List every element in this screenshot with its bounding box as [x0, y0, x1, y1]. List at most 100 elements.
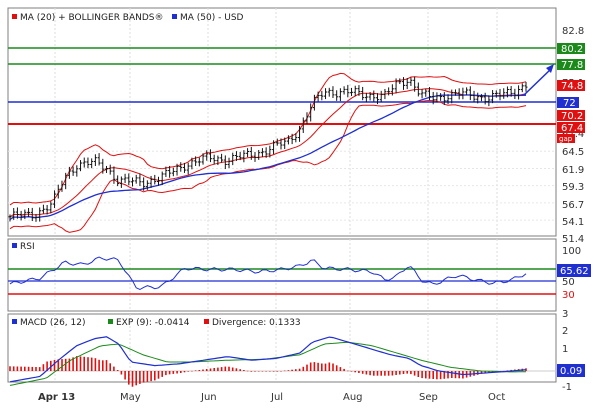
- price-bar: [364, 92, 368, 103]
- price-bar: [34, 214, 38, 222]
- divergence-bar: [139, 371, 141, 384]
- price-bar: [194, 156, 198, 166]
- level-tag-80-2: [557, 43, 585, 54]
- divergence-bar: [172, 371, 175, 374]
- divergence-bar: [209, 368, 212, 371]
- price-bar: [201, 153, 205, 165]
- price-bar: [131, 177, 135, 187]
- divergence-bar: [399, 371, 401, 375]
- divergence-bar: [391, 371, 394, 376]
- divergence-bar: [287, 370, 290, 371]
- price-bar: [513, 88, 517, 100]
- divergence-bar: [168, 371, 171, 375]
- price-bar: [168, 165, 172, 178]
- price-bar: [442, 92, 446, 105]
- price-tick-label: 51.4: [562, 234, 584, 245]
- divergence-bar: [94, 358, 97, 371]
- price-bar: [416, 82, 420, 97]
- price-bar: [290, 133, 294, 145]
- divergence-bar: [406, 371, 408, 374]
- divergence-bar: [31, 366, 34, 371]
- divergence-bar: [525, 368, 527, 371]
- price-bar: [376, 93, 380, 105]
- divergence-bar: [105, 360, 108, 371]
- macd-legend-swatch: [12, 319, 17, 324]
- price-bar: [182, 162, 186, 173]
- gap-tag-label: gap: [559, 135, 573, 143]
- price-bar: [101, 158, 105, 174]
- divergence-bar: [280, 371, 282, 372]
- divergence-bar: [213, 368, 215, 371]
- divergence-bar: [332, 363, 334, 371]
- divergence-bar: [205, 369, 208, 371]
- price-bar: [175, 163, 179, 176]
- price-bar: [238, 151, 242, 161]
- price-bar: [179, 162, 183, 172]
- divergence-bar: [246, 370, 249, 372]
- divergence-bar: [176, 371, 178, 374]
- price-bar: [197, 157, 201, 167]
- rsi-tick-label: 100: [562, 246, 581, 257]
- rsi-y-axis: 100 50 30 65.62: [557, 246, 591, 301]
- exp-legend-swatch: [108, 319, 113, 324]
- divergence-bar: [458, 371, 460, 379]
- divergence-bar: [180, 371, 182, 373]
- price-bar: [524, 81, 528, 92]
- price-bar: [409, 77, 413, 86]
- price-bar: [301, 117, 305, 133]
- divergence-bar: [161, 371, 163, 377]
- price-bar: [23, 209, 27, 220]
- price-bar: [450, 89, 454, 104]
- divergence-bar: [42, 364, 45, 371]
- divergence-bar: [231, 367, 234, 371]
- price-bar: [517, 85, 521, 100]
- level-tag-74-8-label: 74.8: [561, 81, 583, 92]
- divergence-bar: [257, 371, 260, 372]
- price-bar: [208, 149, 212, 163]
- divergence-bar: [254, 371, 256, 372]
- price-bar: [457, 88, 461, 100]
- divergence-bar: [295, 369, 297, 371]
- divergence-bar: [269, 371, 271, 372]
- divergence-bar: [198, 370, 201, 371]
- price-bar: [431, 91, 435, 105]
- divergence-bar: [235, 368, 238, 371]
- divergence-bar: [202, 369, 204, 371]
- divergence-bar: [16, 366, 19, 371]
- price-bar: [390, 84, 394, 96]
- price-bar: [294, 133, 298, 143]
- macd-legend-label: MACD (26, 12): [20, 318, 86, 328]
- price-bar: [231, 152, 235, 166]
- divergence-bar: [217, 367, 219, 371]
- price-bar: [453, 89, 457, 96]
- price-bar: [476, 92, 480, 104]
- divergence-bar: [402, 371, 405, 374]
- x-label-jul: Jul: [270, 392, 283, 403]
- macd-y-axis: 3 2 1 -1 0.09: [557, 309, 585, 393]
- price-bar: [12, 208, 16, 220]
- divergence-bar: [283, 370, 286, 372]
- price-bar: [149, 175, 153, 188]
- price-bar: [420, 88, 424, 99]
- price-bar: [427, 87, 431, 100]
- divergence-bar: [261, 371, 264, 372]
- trend-arrow: [523, 64, 554, 96]
- divergence-bar: [131, 371, 134, 387]
- price-bar: [138, 173, 142, 187]
- price-bar: [472, 90, 476, 103]
- price-bar: [15, 207, 19, 219]
- divergence-bar: [150, 371, 152, 382]
- macd-current-tag: [557, 364, 585, 377]
- level-tag-70-2: [557, 110, 585, 121]
- divergence-bar: [488, 371, 490, 373]
- price-bar: [227, 157, 231, 169]
- price-bar: [398, 78, 402, 85]
- divergence-bar: [369, 371, 371, 376]
- divergence-bar: [154, 371, 156, 381]
- price-legend: MA (20) + BOLLINGER BANDS® MA (50) - USD: [12, 13, 244, 23]
- level-tag-67-4-label: 67.4: [561, 123, 583, 134]
- divergence-bar: [46, 361, 48, 371]
- price-bar: [253, 151, 257, 162]
- x-label-jun: Jun: [200, 392, 217, 403]
- divergence-bar: [72, 357, 74, 371]
